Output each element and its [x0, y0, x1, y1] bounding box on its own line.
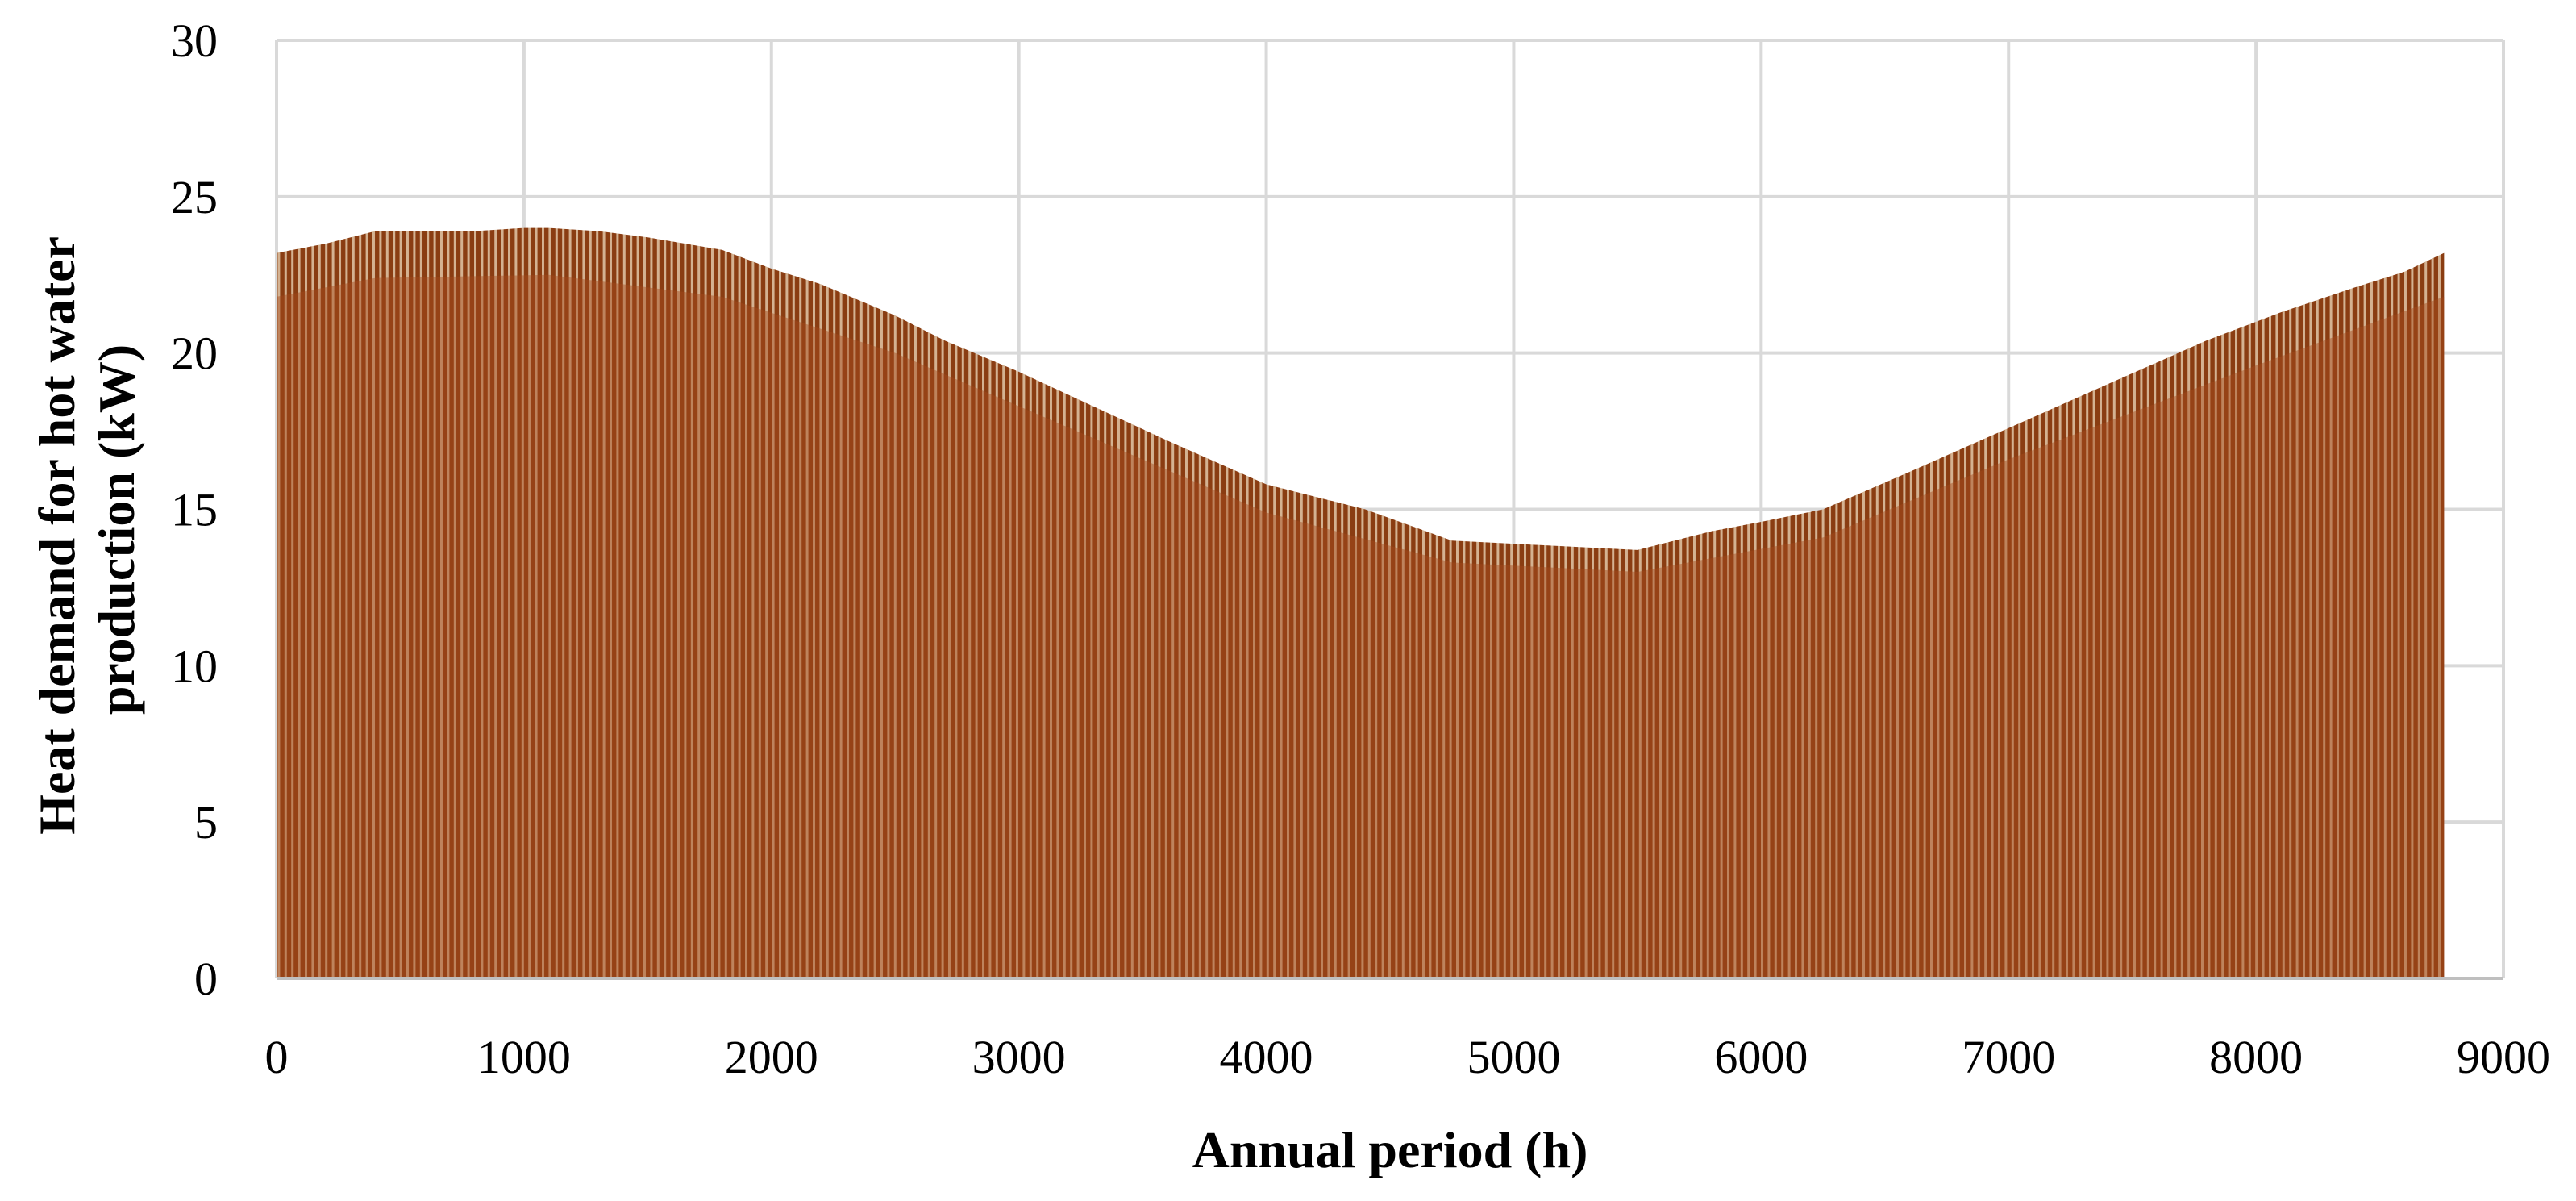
y-tick-label-5: 5	[194, 796, 218, 849]
tick-labels: 0 1000 2000 3000 4000 5000 6000 7000 8000 9000 0 5 1…	[171, 15, 2550, 1083]
x-tick-label-5000: 5000	[1467, 1031, 1560, 1083]
x-tick-label-1000: 1000	[477, 1031, 571, 1083]
x-tick-label-4000: 4000	[1220, 1031, 1313, 1083]
x-tick-label-9000: 9000	[2457, 1031, 2550, 1083]
y-tick-label-15: 15	[171, 484, 218, 536]
y-tick-label-10: 10	[171, 640, 218, 692]
x-tick-label-2000: 2000	[725, 1031, 818, 1083]
series-area	[277, 227, 2445, 979]
y-tick-label-0: 0	[194, 953, 218, 1005]
series-peak-area	[277, 227, 2445, 979]
y-tick-label-25: 25	[171, 171, 218, 223]
y-axis-title: Heat demand for hot water production (kW…	[28, 224, 145, 835]
x-tick-label-7000: 7000	[1962, 1031, 2055, 1083]
x-tick-label-0: 0	[265, 1031, 289, 1083]
y-axis-title-line-1: Heat demand for hot water	[28, 236, 85, 834]
series-low-area	[277, 274, 2445, 978]
y-tick-label-30: 30	[171, 15, 218, 67]
x-tick-label-6000: 6000	[1714, 1031, 1808, 1083]
y-axis-title-line-2: production (kW)	[88, 344, 145, 715]
x-tick-label-3000: 3000	[972, 1031, 1066, 1083]
x-tick-label-8000: 8000	[2209, 1031, 2303, 1083]
x-axis-title: Annual period (h)	[1192, 1121, 1588, 1178]
y-tick-label-20: 20	[171, 327, 218, 380]
